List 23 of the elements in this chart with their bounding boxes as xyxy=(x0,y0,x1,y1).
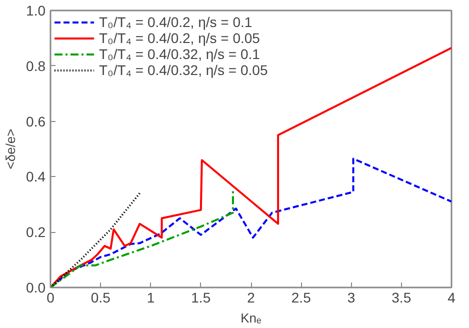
legend-label: T₀/T₄ = 0.4/0.32, η/s = 0.1 xyxy=(99,46,260,62)
line-series xyxy=(50,190,142,288)
y-tick-label: 0.6 xyxy=(26,113,46,130)
y-tick-label: 0.8 xyxy=(26,58,46,74)
legend-label: T₀/T₄ = 0.4/0.2, η/s = 0.1 xyxy=(99,14,252,30)
x-tick-label: 3.5 xyxy=(392,290,412,306)
x-tick-label: 0 xyxy=(46,290,55,306)
x-tick-label: 2 xyxy=(247,290,256,306)
x-tick-label: 0.5 xyxy=(90,290,111,306)
y-tick-label: 0.0 xyxy=(26,280,46,296)
legend-label: T₀/T₄ = 0.4/0.32, η/s = 0.05 xyxy=(99,62,268,78)
y-tick-label: 0.2 xyxy=(26,224,46,240)
x-tick-label: 2.5 xyxy=(291,290,312,306)
legend-label: T₀/T₄ = 0.4/0.2, η/s = 0.05 xyxy=(99,30,260,46)
y-tick-label: 0.4 xyxy=(26,168,46,185)
x-tick-label: 1 xyxy=(146,290,155,306)
y-tick-label: 1.0 xyxy=(26,2,46,18)
x-tick-label: 4 xyxy=(448,290,456,306)
x-axis-title: Knₑ xyxy=(240,310,262,326)
x-tick-label: 3 xyxy=(347,290,356,306)
line-series xyxy=(50,190,234,288)
x-tick-label: 1.5 xyxy=(191,290,211,306)
y-axis-title: <δe/e> xyxy=(3,128,18,170)
